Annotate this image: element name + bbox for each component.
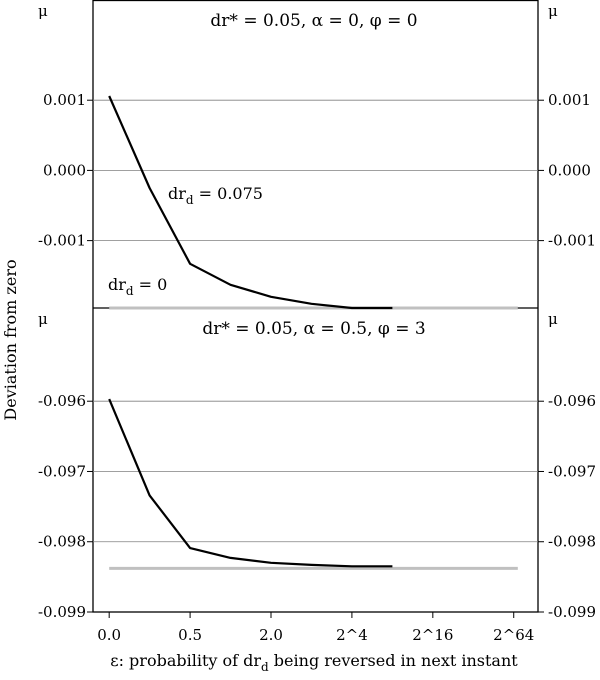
y-tick-label-right: -0.001: [548, 232, 596, 250]
y-tick-label-left: 0.000: [43, 161, 86, 179]
series-label-main-suffix: = 0.075: [194, 184, 263, 203]
x-axis-label-prefix: ε: probability of dr: [110, 651, 261, 670]
series-label-baseline: drd = 0: [108, 275, 167, 298]
x-axis-label-sub: d: [261, 660, 269, 674]
x-tick-label: 0.0: [97, 626, 121, 644]
top-panel: μ μ dr* = 0.05, α = 0, φ = 0 0.001 0.001 0.00…: [38, 2, 596, 310]
y-tick-label-left: -0.001: [38, 232, 86, 250]
series-label-main-prefix: dr: [168, 184, 186, 203]
axis-unit-left: μ: [38, 2, 48, 20]
series-line-main: [108, 95, 393, 310]
x-axis: 0.0 0.5 2.0 2^4 2^16 2^64: [97, 612, 534, 644]
series-label-main-sub: d: [186, 193, 194, 207]
plot-frame: [92, 0, 539, 613]
series-label-baseline-prefix: dr: [108, 275, 126, 294]
x-tick-label: 0.5: [178, 626, 202, 644]
series-label-baseline-sub: d: [126, 284, 134, 298]
y-tick-label-right: -0.096: [548, 392, 596, 410]
axis-unit-left: μ: [38, 310, 48, 328]
series-line-main: [108, 398, 393, 568]
y-axis-label: Deviation from zero: [1, 259, 20, 420]
x-tick-label: 2^16: [412, 626, 453, 644]
x-axis-label-suffix: being reversed in next instant: [269, 651, 519, 670]
axis-unit-right: μ: [548, 310, 558, 328]
y-tick-label-right: -0.097: [548, 462, 596, 480]
y-tick-label-right: -0.099: [548, 603, 596, 621]
y-tick-label-left: 0.001: [43, 91, 86, 109]
y-tick-label-left: -0.097: [38, 462, 86, 480]
panel-title: dr* = 0.05, α = 0, φ = 0: [210, 11, 417, 31]
panel-title: dr* = 0.05, α = 0.5, φ = 3: [202, 319, 425, 339]
x-tick-label: 2^4: [336, 626, 368, 644]
bottom-panel: μ μ dr* = 0.05, α = 0.5, φ = 3 -0.096 -0.096…: [38, 310, 596, 621]
y-tick-label-right: 0.001: [548, 91, 591, 109]
series-label-baseline-suffix: = 0: [134, 275, 168, 294]
x-tick-label: 2.0: [259, 626, 283, 644]
series-label-main: drd = 0.075: [168, 184, 263, 207]
y-tick-label-left: -0.096: [38, 392, 86, 410]
y-tick-label-left: -0.099: [38, 603, 86, 621]
axis-unit-right: μ: [548, 2, 558, 20]
x-axis-label: ε: probability of drd being reversed in …: [110, 651, 518, 674]
y-tick-label-left: -0.098: [38, 533, 86, 551]
y-tick-label-right: 0.000: [548, 161, 591, 179]
x-tick-label: 2^64: [493, 626, 534, 644]
y-tick-label-right: -0.098: [548, 533, 596, 551]
plot-border: [92, 0, 539, 613]
